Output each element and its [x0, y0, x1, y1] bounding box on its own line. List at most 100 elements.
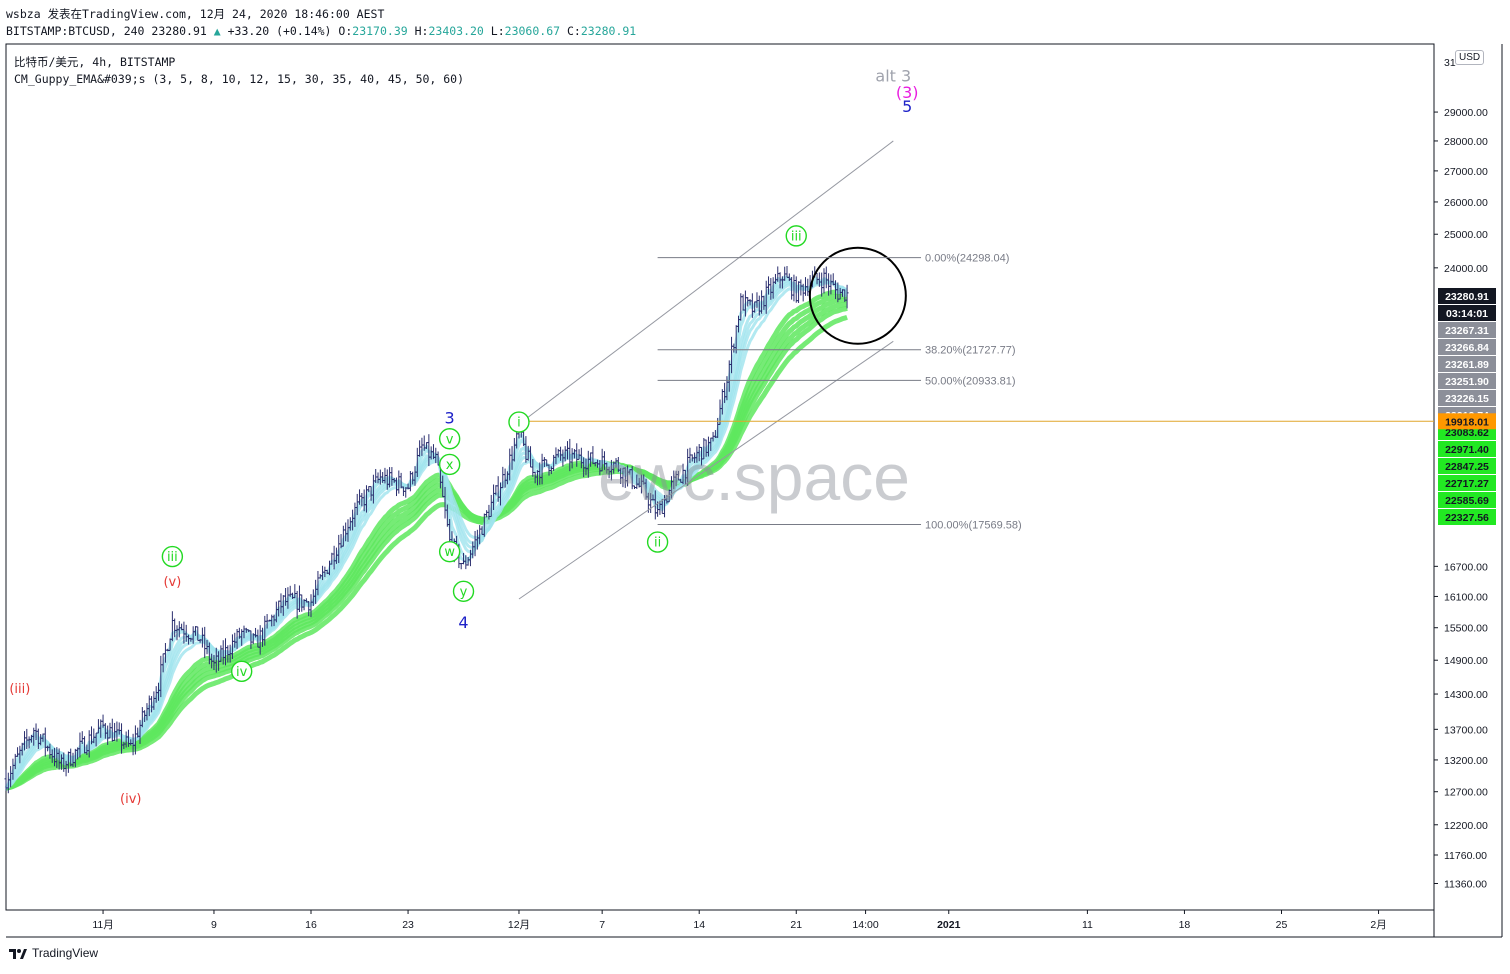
price-tick-label-top: 31 [1444, 57, 1456, 69]
price-axis[interactable]: 11360.00 11760.00 12200.00 12700.00 13200.00… [1434, 57, 1488, 890]
currency-badge[interactable]: USD [1455, 50, 1485, 65]
wave-label: (iv) [120, 792, 141, 807]
price-tag-label: 22585.69 [1445, 495, 1489, 507]
high-value: 23403.20 [428, 24, 484, 38]
fib-level-label: 0.00%(24298.04) [925, 253, 1009, 265]
price-tick-label: 26000.00 [1444, 197, 1488, 209]
wave-label: y [460, 585, 468, 600]
ema-ribbon-35 [5, 293, 848, 791]
time-tick-label: 16 [305, 919, 317, 931]
price-tick-label: 14300.00 [1444, 689, 1488, 701]
wave-circle [438, 540, 461, 563]
time-tick-label: 11月 [92, 919, 113, 931]
price-tag-bg [1438, 288, 1496, 304]
wave-label: v [446, 432, 454, 447]
wave-circle [438, 453, 461, 476]
published-on: 发表在TradingView.com, [47, 7, 193, 21]
price-tick-label: 29000.00 [1444, 107, 1488, 119]
wave-label: 4 [458, 613, 468, 632]
ema-ribbon-12 [5, 280, 848, 790]
tradingview-logo[interactable]: TradingView [8, 946, 98, 960]
fib-level-label: 100.00%(17569.58) [925, 520, 1022, 532]
price-tag-bg [1438, 390, 1496, 406]
price-tag-bg [1438, 373, 1496, 389]
ema-ribbon-8 [5, 279, 848, 790]
price-tick-label: 15500.00 [1444, 623, 1488, 635]
legend-indicator[interactable]: CM_Guppy_EMA&#039;s (3, 5, 8, 10, 12, 15… [14, 72, 465, 86]
chart-header-line1: wsbza 发表在TradingView.com, 12月 24, 2020 1… [6, 6, 384, 22]
price-tag-label: 22327.56 [1445, 512, 1489, 524]
time-tick-label: 11 [1082, 919, 1093, 931]
price-tag-label: 23261.89 [1445, 359, 1489, 371]
price-tag-label: 23267.31 [1445, 325, 1489, 337]
price-tag-bg [1438, 475, 1496, 491]
price-tick-label: 24000.00 [1444, 263, 1488, 275]
time-tick-label: 18 [1179, 919, 1191, 931]
time-axis[interactable]: 11月 9 16 23 12月 7 14 21 14:00 2021 11 18 25 2月 [92, 910, 1387, 931]
price-tag-label: 19918.01 [1445, 416, 1489, 428]
ema-ribbon-15 [5, 281, 848, 790]
wave-circle [230, 660, 253, 683]
legend-title[interactable]: 比特币/美元, 4h, BITSTAMP [14, 55, 176, 69]
price-tag-bg [1438, 322, 1496, 338]
price-tick-label: 25000.00 [1444, 229, 1488, 241]
fib-level-label: 38.20%(21727.77) [925, 345, 1016, 357]
price-tag-label: 23266.84 [1445, 342, 1489, 354]
wave-circle [161, 545, 184, 568]
time-tick-label: 9 [211, 919, 217, 931]
wave-circle [785, 225, 807, 247]
time-tick-label: 7 [599, 919, 605, 931]
annotation-circle [808, 246, 907, 345]
author-name[interactable]: wsbza [6, 7, 41, 21]
ema-ribbon-60 [5, 314, 848, 791]
fib-retracement: 0.00%(24298.04) 38.20%(21727.77) 50.00%(20… [657, 253, 1022, 532]
up-arrow-icon: ▲ [213, 24, 221, 38]
open-value: 23170.39 [352, 24, 408, 38]
price-tag-bg [1438, 441, 1496, 457]
price-tag-bg [1438, 413, 1496, 430]
wave-label: alt 3 [875, 67, 911, 86]
close-value: 23280.91 [580, 24, 637, 38]
wave-circle [508, 411, 530, 433]
time-tick-label: 2021 [937, 919, 961, 931]
price-tick-label: 11360.00 [1444, 878, 1487, 890]
ema-ribbon-5 [4, 276, 848, 789]
low-value: 23060.67 [504, 24, 561, 38]
low-label: L: [490, 24, 505, 38]
price-tick-label: 28000.00 [1444, 136, 1488, 148]
price-tag-bg [1438, 305, 1496, 321]
wave-circle [646, 531, 669, 553]
time-tick-label: 14:00 [852, 919, 878, 931]
price-tag-label: 23280.91 [1445, 291, 1489, 303]
wave-label: (iii) [9, 682, 30, 697]
price-tick-label: 27000.00 [1444, 166, 1488, 178]
wave-label: (3) [896, 83, 919, 102]
publish-date: 12月 24, 2020 18:46:00 AEST [199, 7, 385, 21]
wave-label: x [446, 458, 454, 473]
candlesticks [4, 266, 849, 794]
wave-circle [452, 580, 475, 603]
watermark-text: ewc.space [598, 440, 910, 514]
ema-ribbon-3 [4, 275, 848, 789]
channel-line-2 [518, 340, 894, 600]
wave-circle [438, 428, 461, 450]
wave-label: iii [791, 229, 802, 244]
ema-ribbon-40 [5, 297, 848, 791]
ohlc-line: BITSTAMP:BTCUSD, 240 23280.91 ▲ +33.20 (… [6, 24, 636, 38]
time-tick-label: 21 [790, 919, 802, 931]
close-label: C: [566, 24, 581, 38]
price-tag-bg [1438, 492, 1496, 508]
symbol-interval: BITSTAMP:BTCUSD, 240 [6, 24, 145, 38]
tradingview-logo-icon [8, 946, 28, 960]
ema-ribbon-10 [5, 279, 848, 790]
wave-label: iv [236, 665, 248, 680]
ema-ribbon-45 [5, 301, 848, 791]
ema-ribbon-30 [5, 289, 848, 791]
price-tag-label: 22847.25 [1445, 461, 1489, 473]
drawings [518, 140, 1434, 600]
price-tag-label: 03:14:01 [1446, 308, 1488, 320]
price-tick-label: 12200.00 [1444, 820, 1488, 832]
wave-label: (v) [163, 575, 181, 590]
price-tags: 23280.91 03:14:01 23267.31 23266.84 23261.89… [1438, 288, 1496, 525]
